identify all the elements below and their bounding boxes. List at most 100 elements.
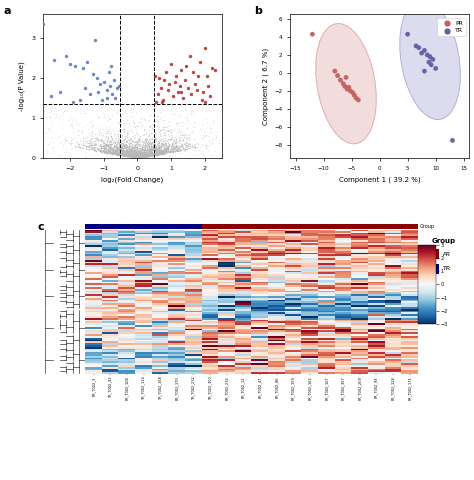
- Point: [148, 151, 155, 159]
- Point: [142, 153, 150, 160]
- Point: [105, 144, 113, 152]
- Point: [212, 133, 220, 141]
- Point: [123, 146, 130, 154]
- Point: [130, 142, 138, 149]
- Point: [150, 148, 158, 156]
- Point: [100, 139, 108, 147]
- Point: [132, 152, 140, 160]
- Point: [155, 148, 162, 156]
- Point: [174, 143, 182, 150]
- Y-axis label: -log₁₀(P Value): -log₁₀(P Value): [19, 61, 26, 111]
- Point: [85, 145, 92, 153]
- Point: [196, 143, 204, 150]
- Point: [153, 144, 161, 152]
- Point: [164, 149, 171, 157]
- Point: [167, 132, 174, 139]
- Point: [145, 126, 153, 134]
- Point: [133, 153, 141, 160]
- Point: [155, 143, 163, 150]
- Point: [83, 138, 91, 145]
- Point: [123, 149, 130, 156]
- Point: [155, 144, 163, 152]
- Point: [132, 152, 139, 159]
- Point: [124, 132, 131, 139]
- Point: [101, 141, 109, 148]
- Point: [108, 145, 115, 153]
- Point: [132, 109, 140, 117]
- Point: [152, 147, 159, 155]
- Point: [98, 145, 105, 153]
- Point: [155, 143, 162, 151]
- Point: [157, 148, 165, 156]
- Point: [129, 151, 137, 158]
- Point: [95, 132, 103, 139]
- Point: [119, 142, 127, 149]
- Point: [171, 144, 178, 151]
- Point: [123, 152, 130, 160]
- Point: [144, 146, 151, 154]
- Point: [97, 147, 104, 155]
- Point: [96, 142, 104, 150]
- Point: [155, 140, 162, 147]
- Point: [149, 149, 156, 156]
- Point: [106, 147, 113, 155]
- Point: [121, 151, 129, 158]
- Point: [84, 139, 92, 146]
- Point: [107, 148, 115, 156]
- Point: [178, 143, 185, 151]
- Point: [109, 150, 116, 157]
- Point: [130, 148, 137, 156]
- Point: [113, 151, 120, 158]
- Point: [144, 137, 152, 144]
- Point: [123, 143, 131, 151]
- Point: [128, 149, 136, 157]
- Point: [105, 144, 113, 152]
- Point: [121, 152, 129, 160]
- Point: [159, 134, 166, 142]
- Point: [115, 150, 123, 157]
- Point: [172, 134, 180, 142]
- Point: [106, 150, 114, 157]
- Point: [146, 143, 153, 150]
- Point: [133, 145, 140, 153]
- Point: [91, 144, 99, 152]
- Point: [40, 108, 48, 115]
- Point: [125, 148, 133, 156]
- Point: [145, 151, 153, 159]
- Point: [153, 150, 161, 158]
- Point: [113, 145, 120, 153]
- Point: [88, 117, 96, 124]
- Point: [139, 145, 147, 153]
- Point: [141, 143, 148, 151]
- Point: [73, 119, 80, 127]
- Point: [127, 146, 134, 154]
- Point: [135, 152, 142, 159]
- Point: [161, 149, 169, 156]
- Point: [172, 136, 180, 144]
- Point: [124, 150, 131, 158]
- Point: [127, 149, 134, 157]
- Point: [163, 148, 170, 156]
- Point: [119, 145, 127, 153]
- Point: [103, 145, 111, 153]
- Point: [148, 150, 155, 157]
- Point: [127, 145, 135, 153]
- Point: [141, 152, 148, 159]
- Point: [138, 154, 146, 161]
- Point: [75, 140, 83, 148]
- Point: [98, 148, 105, 156]
- Point: [157, 149, 165, 157]
- Point: [115, 142, 123, 149]
- Point: [120, 138, 128, 146]
- Point: [161, 147, 168, 155]
- Point: [108, 149, 115, 156]
- Point: [138, 144, 146, 152]
- Point: [117, 147, 125, 155]
- Point: [158, 149, 166, 156]
- Point: [147, 145, 155, 153]
- Point: [104, 147, 112, 155]
- Point: [140, 115, 147, 122]
- Point: [119, 138, 127, 146]
- Point: [127, 151, 134, 158]
- Point: [415, 44, 423, 51]
